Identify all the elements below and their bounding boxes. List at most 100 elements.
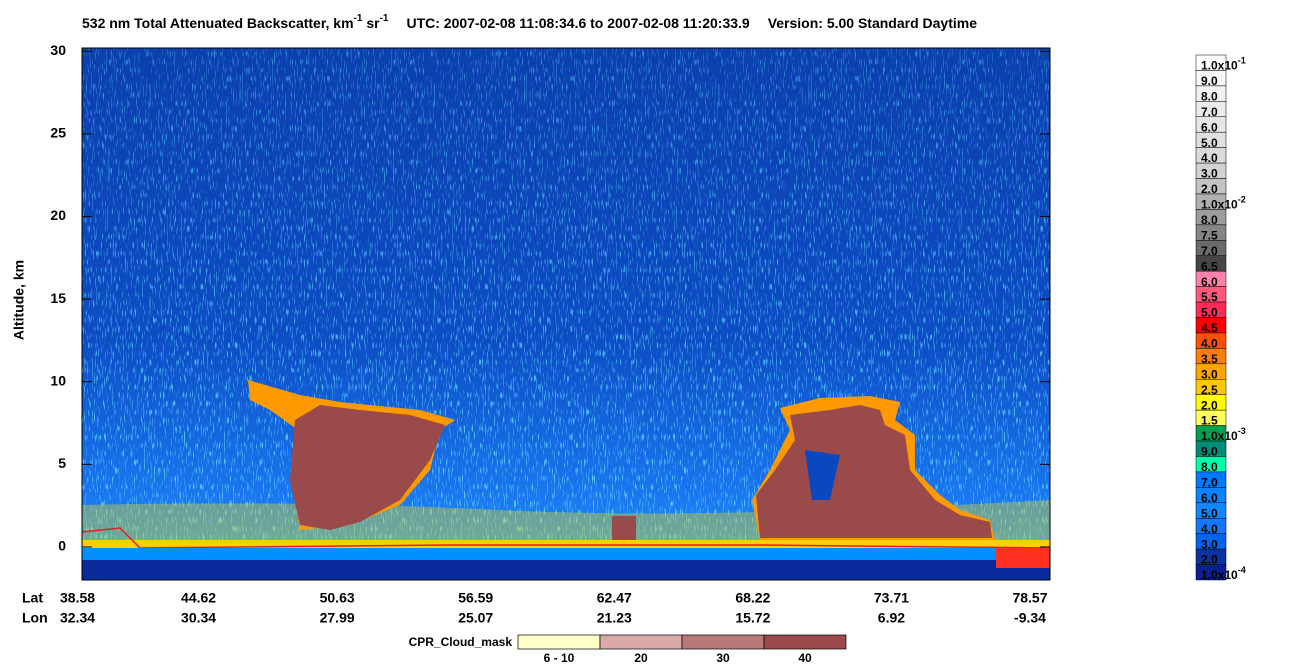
surface xyxy=(82,540,1050,548)
cloud xyxy=(290,405,445,530)
colorbar-label-text: 5.0 xyxy=(1201,136,1218,150)
lat-tick-label: 38.58 xyxy=(60,590,95,606)
cloud-mask-label: 6 - 10 xyxy=(544,651,575,665)
colorbar-label: 7.5 xyxy=(1201,229,1218,243)
colorbar-label: 3.0 xyxy=(1201,167,1218,181)
colorbar-label-text: 7.0 xyxy=(1201,105,1218,119)
plot-field xyxy=(81,47,1051,581)
plot-frame xyxy=(81,47,1051,581)
colorbar-label-text: 8.0 xyxy=(1201,213,1218,227)
colorbar-label: 8.0 xyxy=(1201,460,1218,474)
colorbar-label-text: 4.0 xyxy=(1201,151,1218,165)
colorbar-label-text: 6.5 xyxy=(1201,259,1218,273)
cloud-mask-title: CPR_Cloud_mask xyxy=(409,635,513,649)
y-tick-label: 20 xyxy=(50,207,66,223)
cloud xyxy=(756,405,992,538)
colorbar-label: 6.0 xyxy=(1201,121,1218,135)
lon-tick-label: 32.34 xyxy=(60,610,95,626)
colorbar-label: 2.0 xyxy=(1201,553,1218,567)
colorbar-label: 8.0 xyxy=(1201,90,1218,104)
colorbar-label: 5.0 xyxy=(1201,136,1218,150)
cloud-mask-label: 40 xyxy=(798,651,812,665)
lon-tick-label: 21.23 xyxy=(597,610,632,626)
colorbar-label: 8.0 xyxy=(1201,213,1218,227)
colorbar-label: 1.0x10-1 xyxy=(1201,56,1246,73)
below-surface xyxy=(82,548,1050,560)
title-main: 532 nm Total Attenuated Backscatter, km xyxy=(82,15,354,31)
lat-tick-label: 62.47 xyxy=(597,590,632,606)
colorbar-label: 4.0 xyxy=(1201,522,1218,536)
colorbar-label-exp: -4 xyxy=(1238,566,1246,576)
surface-line xyxy=(81,527,1051,549)
cloud xyxy=(612,516,636,540)
lat-label: Lat xyxy=(22,590,43,606)
colorbar-label-text: 5.0 xyxy=(1201,306,1218,320)
lon-tick-label: 15.72 xyxy=(735,610,770,626)
lat-tick-label: 73.71 xyxy=(874,590,909,606)
colorbar-label-text: 5.5 xyxy=(1201,290,1218,304)
colorbar-label-text: 1.5 xyxy=(1201,414,1218,428)
colorbar-label-text: 8.0 xyxy=(1201,90,1218,104)
lon-tick-label: 30.34 xyxy=(181,610,216,626)
cloud-mask-legend: CPR_Cloud_mask 6 - 10 20 30 40 xyxy=(409,634,847,665)
y-tick-label: 5 xyxy=(58,455,66,471)
colorbar-label: 2.5 xyxy=(1201,383,1218,397)
colorbar-label-text: 9.0 xyxy=(1201,445,1218,459)
below-surface xyxy=(82,560,1050,580)
colorbar-label-text: 1.0x10 xyxy=(1201,198,1238,212)
colorbar-label: 3.0 xyxy=(1201,368,1218,382)
colorbar-label-text: 2.5 xyxy=(1201,383,1218,397)
colorbar-label-text: 1.0x10 xyxy=(1201,59,1238,73)
title-utc: UTC: 2007-02-08 11:08:34.6 to 2007-02-08… xyxy=(406,15,749,31)
cloud-mask-swatch xyxy=(599,634,683,650)
y-tick-label: 15 xyxy=(50,290,66,306)
ice-surface xyxy=(996,548,1050,568)
colorbar-label-text: 8.0 xyxy=(1201,460,1218,474)
y-tick-label: 10 xyxy=(50,372,66,388)
colorbar-label-exp: -2 xyxy=(1238,195,1246,205)
lat-tick-label: 78.57 xyxy=(1012,590,1047,606)
title-exp: -1 xyxy=(380,13,389,24)
title-exp: -1 xyxy=(354,13,363,24)
lon-tick-label: 25.07 xyxy=(458,610,493,626)
colorbar-label: 3.0 xyxy=(1201,537,1218,551)
lon-label: Lon xyxy=(22,610,48,626)
lat-tick-label: 50.63 xyxy=(320,590,355,606)
colorbar-label-text: 6.0 xyxy=(1201,275,1218,289)
colorbar-label-exp: -3 xyxy=(1238,427,1246,437)
colorbar-label-exp: -1 xyxy=(1238,56,1246,66)
cloud-mask-swatch xyxy=(517,634,601,650)
colorbar-label-text: 4.5 xyxy=(1201,321,1218,335)
colorbar-label: 6.5 xyxy=(1201,259,1218,273)
title: 532 nm Total Attenuated Backscatter, km-… xyxy=(82,13,977,31)
colorbar-label: 1.0x10-2 xyxy=(1201,195,1246,212)
colorbar-label-text: 3.0 xyxy=(1201,167,1218,181)
colorbar-label-text: 1.0x10 xyxy=(1201,568,1238,582)
colorbar-label-text: 3.0 xyxy=(1201,537,1218,551)
colorbar-label: 2.0 xyxy=(1201,182,1218,196)
y-tick-label: 30 xyxy=(50,42,66,58)
colorbar-label: 5.0 xyxy=(1201,306,1218,320)
colorbar-label-text: 2.0 xyxy=(1201,398,1218,412)
colorbar-label-text: 6.0 xyxy=(1201,121,1218,135)
colorbar-label: 9.0 xyxy=(1201,445,1218,459)
colorbar-label: 4.5 xyxy=(1201,321,1218,335)
colorbar-label-text: 7.0 xyxy=(1201,244,1218,258)
colorbar-label: 3.5 xyxy=(1201,352,1218,366)
colorbar-label: 4.0 xyxy=(1201,337,1218,351)
colorbar-label: 1.5 xyxy=(1201,414,1218,428)
y-axis-label: Altitude, km xyxy=(11,260,27,340)
colorbar-label-text: 9.0 xyxy=(1201,74,1218,88)
colorbar-label-text: 7.0 xyxy=(1201,476,1218,490)
cloud-mask-label: 20 xyxy=(634,651,648,665)
colorbar-label-text: 7.5 xyxy=(1201,229,1218,243)
title-mid: sr xyxy=(362,15,380,31)
colorbar-label-text: 6.0 xyxy=(1201,491,1218,505)
colorbar-label: 5.5 xyxy=(1201,290,1218,304)
colorbar-label: 6.0 xyxy=(1201,275,1218,289)
colorbar-label: 7.0 xyxy=(1201,105,1218,119)
colorbar-label-text: 2.0 xyxy=(1201,553,1218,567)
colorbar-label: 7.0 xyxy=(1201,244,1218,258)
lon-tick-label: 6.92 xyxy=(878,610,905,626)
